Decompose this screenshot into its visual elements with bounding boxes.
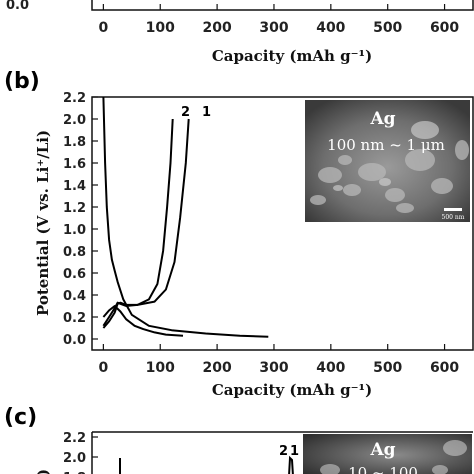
panel-b-curve-label-2: 2 <box>181 105 190 120</box>
panel-b-x-tick-label: 400 <box>316 360 345 376</box>
panel-a-x-tick-label: 600 <box>430 20 459 36</box>
panel-b-sem-particles <box>310 140 469 213</box>
panel-a: 0.0 0 100 200 300 400 500 600 Capacity (mAh g⁻… <box>6 0 474 65</box>
panel-b-x-tick-label: 0 <box>98 360 108 376</box>
panel-b-x-tick-label: 600 <box>430 360 459 376</box>
panel-b-curve-cycle2-discharge <box>102 305 184 337</box>
panel-b-y-tick-label: 0.4 <box>63 289 86 304</box>
panel-b-y-tick-label: 1.2 <box>63 201 86 216</box>
panel-a-x-tick-label: 0 <box>98 20 108 36</box>
panel-c: (c) 2.2 2.0 1.8 ) 2 1 Ag 10 ~ 100 <box>4 405 473 474</box>
panel-b-y-axis: 0.0 0.2 0.4 0.6 0.8 1.0 1.2 1.4 1.6 1.8 2.0 2.2 <box>63 91 98 348</box>
panel-b-inset-scale-label: 500 nm <box>442 214 465 221</box>
panel-b-y-tick-label: 2.2 <box>63 91 86 106</box>
panel-b-x-tick-label: 200 <box>202 360 231 376</box>
panel-c-curve-label-2: 2 <box>279 444 288 459</box>
panel-b-y-tick-label: 0.0 <box>63 333 86 348</box>
panel-a-x-axis: 0 100 200 300 400 500 600 <box>98 4 459 36</box>
panel-b-y-tick-label: 1.6 <box>63 157 86 172</box>
panel-a-x-tick-label: 200 <box>202 20 231 36</box>
panel-b-x-tick-label: 300 <box>259 360 288 376</box>
panel-c-y-axis: 2.2 2.0 1.8 <box>63 431 98 474</box>
panel-b-curve-label-1: 1 <box>202 105 211 120</box>
panel-b-y-axis-title: Potential (V vs. Li⁺/Li) <box>34 130 52 316</box>
panel-b-y-tick-label: 1.8 <box>63 135 86 150</box>
panel-b-x-tick-label: 500 <box>373 360 402 376</box>
panel-b-y-tick-label: 0.6 <box>63 267 86 282</box>
panel-b-y-tick-label: 0.2 <box>63 311 86 326</box>
panel-b-inset-title: Ag <box>369 109 395 129</box>
panel-b-curve-cycle1-discharge <box>102 96 269 338</box>
panel-b-plot-frame <box>91 96 474 351</box>
panel-c-inset-subtitle: 10 ~ 100 <box>348 464 418 474</box>
panel-a-x-tick-label: 500 <box>373 20 402 36</box>
panel-b-inset-scale-bar <box>444 208 462 211</box>
panel-b-curves <box>102 96 269 338</box>
panel-c-inset-title: Ag <box>369 440 395 460</box>
panel-b-y-tick-label: 0.8 <box>63 245 86 260</box>
panel-a-x-tick-label: 300 <box>259 20 288 36</box>
panel-a-y-tick: 0.0 <box>6 0 29 13</box>
panel-c-curve-fragment <box>288 455 294 474</box>
panel-c-sem-inset: Ag 10 ~ 100 <box>303 434 472 474</box>
panel-c-y-tick-label: 2.2 <box>63 431 86 446</box>
panel-b-curve-cycle1-charge <box>102 118 190 329</box>
panel-b-sem-inset: Ag 100 nm ~ 1 μm 500 nm <box>305 100 470 222</box>
panel-b-y-tick-label: 2.0 <box>63 113 86 128</box>
panel-a-plot-frame <box>91 0 474 11</box>
panel-b-y-tick-label: 1.4 <box>63 179 86 194</box>
panel-b-y-tick-label: 1.0 <box>63 223 86 238</box>
panel-b-label: (b) <box>4 69 40 94</box>
panel-a-x-axis-title: Capacity (mAh g⁻¹) <box>212 47 372 65</box>
panel-b-curve-cycle2-charge <box>102 118 174 327</box>
panel-c-y-tick-label: 2.0 <box>63 451 86 466</box>
panel-c-y-tick-label: 1.8 <box>63 471 86 474</box>
panel-b-sem-image <box>305 100 470 222</box>
panel-a-x-tick-label: 100 <box>146 20 175 36</box>
panel-a-x-tick-label: 400 <box>316 20 345 36</box>
panel-b: (b) 0.0 0.2 0.4 0.6 0.8 1.0 1.2 1.4 1.6 1.8 2.0 2.2… <box>4 69 474 399</box>
panel-c-label: (c) <box>4 405 37 430</box>
panel-b-x-axis-title: Capacity (mAh g⁻¹) <box>212 381 372 399</box>
panel-b-x-axis: 0 100 200 300 400 500 600 <box>98 344 459 376</box>
panel-c-curve-label-1: 1 <box>290 444 299 459</box>
panel-c-y-axis-title-fragment: ) <box>34 469 52 474</box>
panel-b-x-tick-label: 100 <box>146 360 175 376</box>
panel-b-inset-subtitle: 100 nm ~ 1 μm <box>327 136 445 154</box>
